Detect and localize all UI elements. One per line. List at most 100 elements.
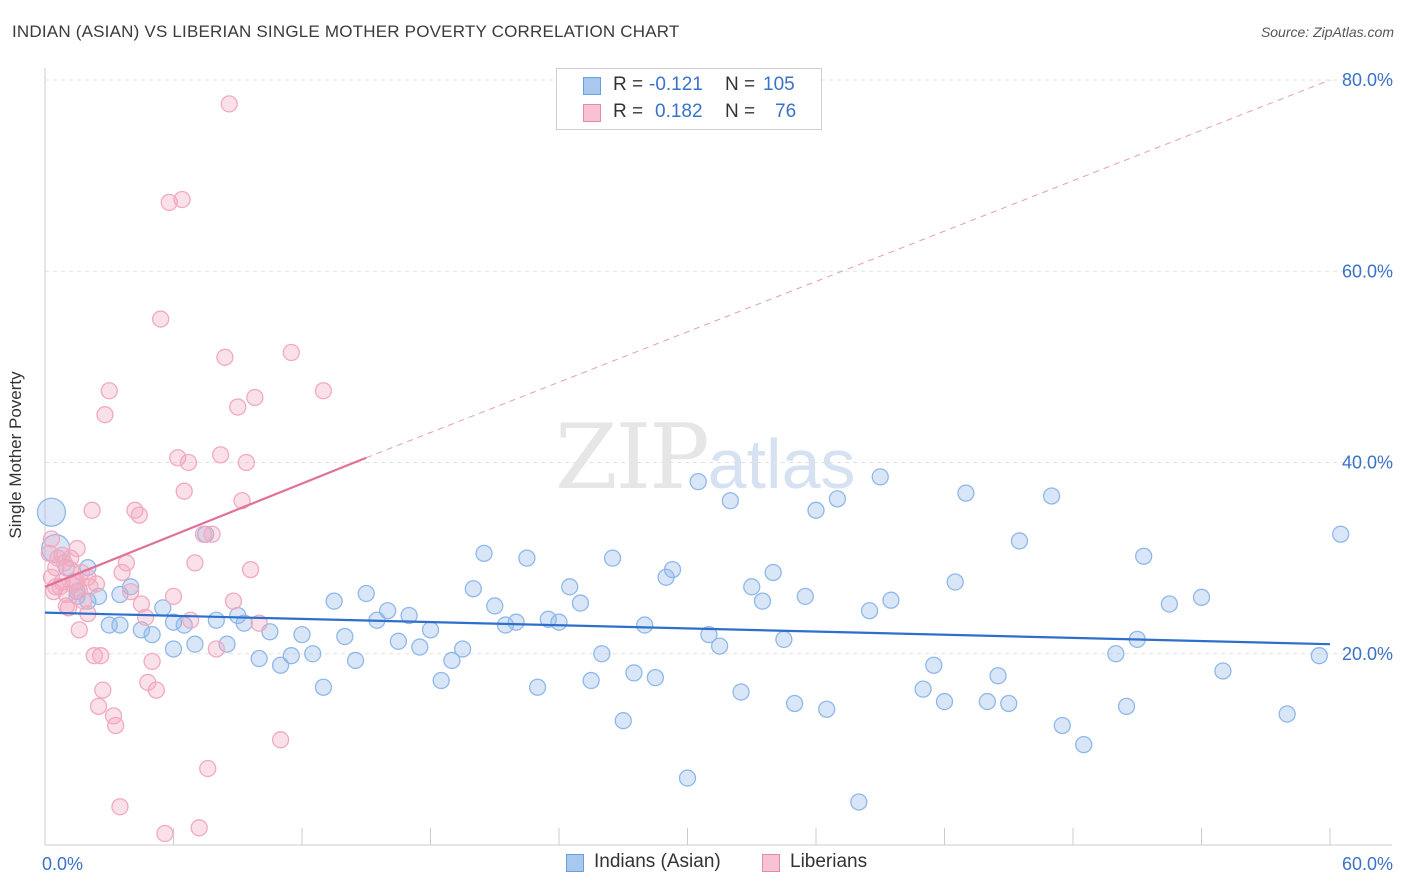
y-tick-label: 40.0%	[1342, 453, 1393, 473]
indians-point	[636, 616, 654, 634]
indians-point	[796, 587, 814, 606]
liberians-point	[85, 647, 103, 665]
indians-point	[700, 625, 718, 644]
indians-point	[1278, 705, 1296, 723]
indians-point	[1010, 532, 1029, 550]
liberians-point	[94, 681, 112, 699]
indians-point	[582, 671, 600, 690]
y-axis-label: Single Mother Poverty	[6, 371, 25, 539]
liberians-point	[68, 539, 86, 558]
liberians-point	[151, 310, 170, 328]
liberians-point	[57, 597, 76, 615]
x-tick-label: 60.0%	[1342, 854, 1393, 874]
legend-n-value: 105	[763, 74, 795, 95]
indians-point	[593, 645, 611, 663]
liberians-point	[87, 575, 106, 593]
liberians-point	[113, 563, 131, 582]
liberians-point	[53, 546, 71, 564]
axes	[44, 68, 1392, 846]
indians-trend-line	[44, 611, 1331, 646]
indians-point	[293, 625, 311, 644]
indians-point	[732, 683, 750, 701]
legend-r-label: R =	[613, 101, 644, 122]
indians-point	[550, 613, 568, 631]
indians-point	[346, 651, 365, 670]
indians-point	[304, 645, 322, 663]
indians-point	[663, 560, 682, 579]
liberians-point	[271, 731, 290, 749]
indians-point	[111, 616, 129, 634]
indians-point	[614, 712, 632, 730]
legend-r-value: -0.121	[649, 74, 703, 95]
legend-swatch-liberians	[583, 104, 601, 122]
liberians-point	[224, 592, 243, 610]
liberians-point	[216, 348, 234, 366]
indians-point	[710, 637, 729, 655]
indians-point	[882, 591, 900, 609]
indians-point	[935, 692, 954, 711]
liberians-point	[137, 608, 155, 627]
liberians-point	[250, 614, 268, 632]
y-tick-label: 80.0%	[1342, 70, 1393, 90]
liberians-point	[89, 697, 108, 715]
y-tick-label: 60.0%	[1342, 261, 1393, 281]
liberians-point	[42, 530, 61, 548]
liberians-point	[160, 193, 178, 212]
legend-n-label: N =	[725, 74, 756, 95]
indians-point	[625, 664, 643, 682]
indians-point	[1310, 647, 1328, 665]
legend-swatch-indians	[583, 77, 601, 95]
liberians-point	[190, 819, 208, 837]
indians-point	[314, 678, 333, 696]
indians-point	[1160, 595, 1179, 613]
liberians-point	[179, 453, 198, 472]
indians-point	[111, 585, 129, 604]
indians-point	[914, 680, 932, 698]
indians-point	[785, 694, 804, 713]
indians-point	[743, 578, 761, 596]
bottom-legend-swatch-indians	[566, 854, 584, 872]
indians-point	[646, 669, 665, 687]
indians-point	[860, 602, 879, 620]
bottom-legend-label-liberians: Liberians	[790, 851, 868, 872]
indians-point	[400, 606, 418, 625]
indians-point	[571, 594, 590, 612]
indians-point	[828, 490, 847, 508]
liberians-point	[181, 611, 200, 629]
indians-point	[764, 563, 782, 582]
liberians-point	[147, 681, 166, 699]
trend-lines	[44, 79, 1331, 646]
legend-n-value: 76	[775, 101, 797, 122]
liberians-point	[132, 595, 151, 613]
indians-point	[164, 613, 183, 631]
liberians-point	[164, 587, 183, 606]
liberians-point	[70, 581, 88, 600]
indians-point	[143, 625, 161, 644]
liberians-point	[175, 482, 193, 500]
liberians-point	[122, 582, 140, 601]
indians-point	[1075, 735, 1093, 754]
indians-point	[325, 592, 343, 610]
indians-point	[678, 769, 697, 787]
indians-point	[186, 635, 204, 653]
bottom-legend-swatch-liberians	[762, 854, 780, 872]
legend-n-label: N =	[725, 101, 756, 122]
indians-point	[443, 651, 461, 670]
indians-point	[989, 667, 1007, 685]
liberians-point	[237, 453, 255, 472]
liberians-point	[211, 446, 230, 464]
indians-point	[464, 580, 482, 598]
liberians-point	[203, 525, 221, 543]
indians-point	[421, 621, 440, 639]
liberians-point	[199, 759, 217, 778]
liberians-point	[229, 398, 247, 416]
liberians-point	[143, 652, 161, 671]
liberians-point	[100, 382, 118, 400]
liberians-point	[156, 824, 174, 843]
indians-point	[946, 573, 964, 591]
liberians-point	[130, 506, 148, 524]
liberians-point	[40, 544, 58, 562]
indians-point	[475, 544, 493, 562]
indians-point	[486, 597, 504, 615]
